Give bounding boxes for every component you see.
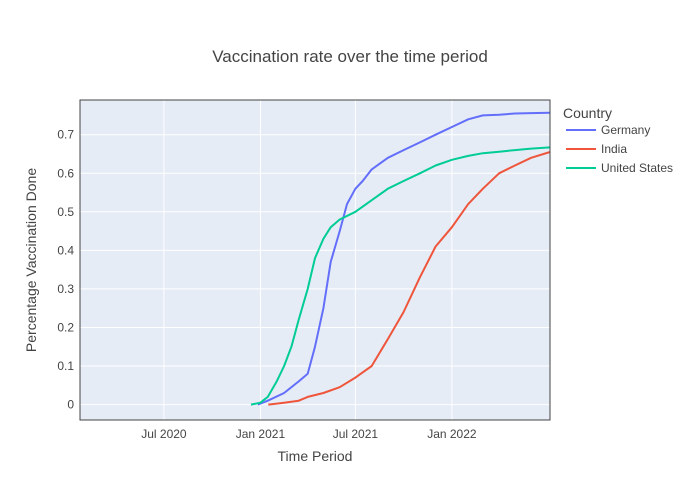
y-tick-label: 0.5 [57,205,74,219]
plot-frame [79,99,551,421]
y-tick-label: 0.6 [57,166,74,180]
y-tick-label: 0 [67,398,74,412]
x-tick-label: Jul 2020 [141,427,187,441]
legend: Country Germany India United States [563,105,673,175]
y-tick-label: 0.2 [57,320,74,334]
series-line-germany [257,111,551,406]
y-axis-title: Percentage Vaccination Done [23,168,39,352]
x-tick-label: Jul 2021 [333,427,379,441]
x-tick-labels: Jul 2020 Jan 2021 Jul 2021 Jan 2022 [141,427,477,441]
legend-label-india: India [601,142,627,156]
y-tick-label: 0.4 [57,243,74,257]
y-tick-label: 0.1 [57,359,74,373]
y-tick-labels: 0 0.1 0.2 0.3 0.4 0.5 0.6 0.7 [57,128,74,412]
y-tick-label: 0.3 [57,282,74,296]
y-tick-label: 0.7 [57,128,74,142]
x-tick-label: Jan 2022 [427,427,477,441]
chart-title: Vaccination rate over the time period [212,47,488,66]
legend-label-united-states: United States [601,161,673,175]
legend-title: Country [563,105,612,121]
series-line-india [268,151,551,406]
series-line-united-states [250,146,551,406]
x-tick-label: Jan 2021 [236,427,286,441]
x-axis-title: Time Period [278,448,353,464]
legend-label-germany: Germany [601,123,650,137]
grid-lines [80,100,550,420]
series-layer [250,111,551,406]
